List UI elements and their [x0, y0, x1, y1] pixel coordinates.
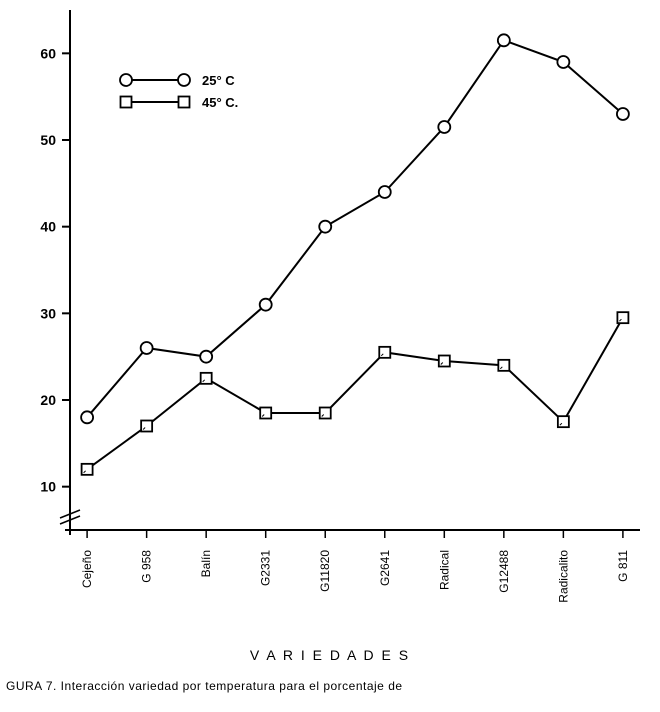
figure-caption: GURA 7. Interacción variedad por tempera…: [6, 679, 403, 693]
marker-square: [141, 421, 152, 432]
marker-circle: [200, 351, 212, 363]
chart-container: 10 20 30 40 50 60 Cejeño G 958 Balín G2331 G11820 G…: [0, 0, 660, 712]
x-tick-label: G11820: [318, 550, 332, 592]
y-tick-label: 50: [40, 132, 56, 148]
legend-marker-circle: [178, 74, 190, 86]
x-tick-label: G2641: [378, 550, 392, 586]
legend-label: 45° C.: [202, 95, 238, 110]
marker-square: [379, 347, 390, 358]
legend-marker-square: [179, 97, 190, 108]
marker-square: [82, 464, 93, 475]
marker-square: [617, 312, 628, 323]
x-tick-label: Radicalito: [556, 550, 570, 603]
y-tick-label: 20: [40, 392, 56, 408]
x-tick-label: G 811: [616, 550, 630, 582]
marker-square: [498, 360, 509, 371]
x-tick-label: Cejeño: [80, 550, 94, 588]
x-tick-label: G2331: [259, 550, 273, 586]
x-axis-title: V A R I E D A D E S: [250, 647, 410, 663]
chart-svg: 10 20 30 40 50 60 Cejeño G 958 Balín G2331 G11820 G…: [0, 0, 660, 712]
marker-circle: [260, 299, 272, 311]
y-tick-label: 30: [40, 305, 56, 321]
marker-circle: [617, 108, 629, 120]
legend-label: 25° C: [202, 73, 235, 88]
marker-square: [320, 408, 331, 419]
y-tick-label: 40: [40, 219, 56, 235]
marker-circle: [81, 411, 93, 423]
legend-marker-circle: [120, 74, 132, 86]
x-tick-label: Balín: [199, 550, 213, 577]
marker-square: [201, 373, 212, 384]
marker-square: [260, 408, 271, 419]
legend-marker-square: [121, 97, 132, 108]
y-tick-label: 10: [40, 479, 56, 495]
marker-square: [558, 416, 569, 427]
marker-circle: [141, 342, 153, 354]
chart-bg: [0, 0, 660, 712]
marker-circle: [557, 56, 569, 68]
marker-circle: [438, 121, 450, 133]
marker-circle: [319, 221, 331, 233]
marker-circle: [379, 186, 391, 198]
marker-circle: [498, 34, 510, 46]
x-tick-label: Radical: [437, 550, 451, 590]
x-tick-label: G12488: [497, 550, 511, 593]
x-tick-label: G 958: [140, 550, 154, 583]
y-tick-label: 60: [40, 45, 56, 61]
marker-square: [439, 356, 450, 367]
